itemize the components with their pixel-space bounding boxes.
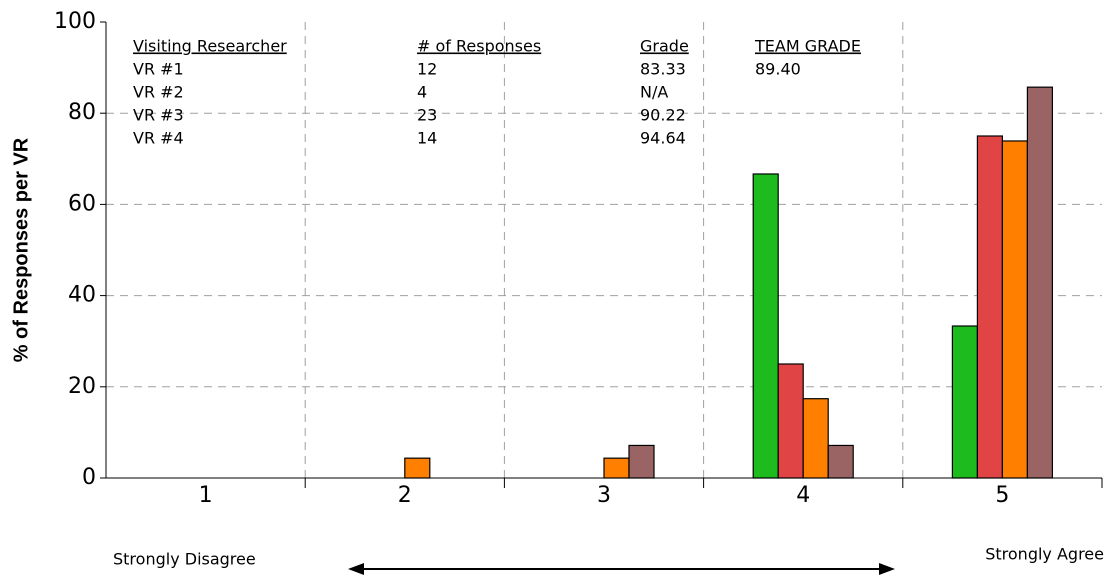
table-cell: 83.33 bbox=[640, 60, 686, 79]
x-tick-label: 1 bbox=[199, 483, 213, 508]
bar bbox=[1026, 86, 1054, 479]
table-cell: 12 bbox=[417, 60, 437, 79]
x-tick-label: 5 bbox=[995, 483, 1009, 508]
bar bbox=[628, 444, 655, 479]
table-cell: 4 bbox=[417, 83, 427, 102]
legend-label: VR #4 bbox=[133, 129, 184, 148]
table-header: TEAM GRADE bbox=[754, 37, 861, 56]
bar bbox=[404, 457, 431, 479]
scale-label: Strongly Disagree bbox=[113, 550, 256, 569]
legend-label: VR #1 bbox=[133, 60, 184, 79]
bar bbox=[777, 363, 804, 479]
y-tick-label: 40 bbox=[68, 283, 96, 308]
table-cell: 23 bbox=[417, 106, 437, 125]
x-tick-label: 4 bbox=[796, 483, 810, 508]
table-cell: 94.64 bbox=[640, 129, 686, 148]
y-tick-label: 0 bbox=[82, 465, 96, 490]
bar bbox=[827, 444, 854, 479]
table-cell: 90.22 bbox=[640, 106, 686, 125]
table-cell: 89.40 bbox=[755, 60, 801, 79]
bar bbox=[752, 173, 779, 479]
x-tick-label: 2 bbox=[398, 483, 412, 508]
table-header: Grade bbox=[640, 37, 689, 56]
table-cell: 14 bbox=[417, 129, 437, 148]
table-header: Visiting Researcher bbox=[133, 37, 287, 56]
bar bbox=[1001, 140, 1029, 479]
bar bbox=[802, 398, 829, 479]
bar bbox=[603, 457, 630, 479]
scale-arrow bbox=[348, 563, 895, 575]
table-cell: N/A bbox=[640, 83, 668, 102]
y-tick-label: 80 bbox=[68, 100, 96, 125]
scale-label: Strongly Agree bbox=[985, 545, 1104, 564]
bar bbox=[951, 325, 979, 479]
table-header: # of Responses bbox=[417, 37, 541, 56]
y-tick-label: 100 bbox=[54, 9, 96, 34]
legend-label: VR #2 bbox=[133, 83, 184, 102]
y-tick-label: 60 bbox=[68, 191, 96, 216]
y-tick-label: 20 bbox=[68, 374, 96, 399]
x-tick-label: 3 bbox=[597, 483, 611, 508]
y-axis-label: % of Responses per VR bbox=[10, 137, 32, 362]
legend-label: VR #3 bbox=[133, 106, 184, 125]
bar bbox=[976, 135, 1004, 479]
